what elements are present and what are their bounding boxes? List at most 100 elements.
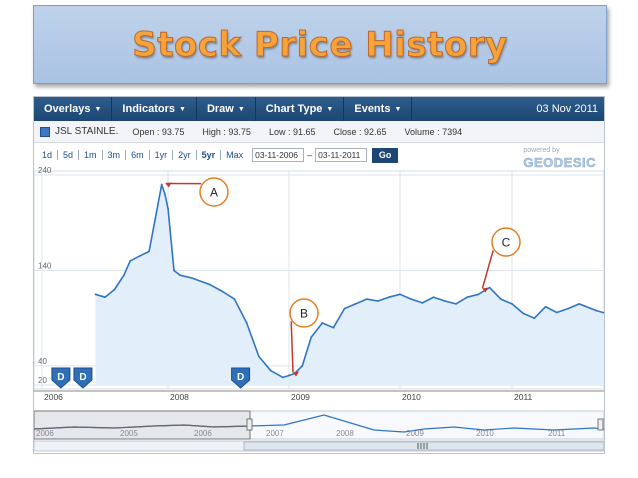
- menu-indicators-label: Indicators: [122, 103, 175, 115]
- powered-by-text: powered by: [523, 147, 560, 154]
- range-1m[interactable]: 1m: [79, 150, 103, 160]
- event-marker-shape: [51, 367, 71, 389]
- y-tick-label: 40: [38, 357, 47, 366]
- menu-overlays-label: Overlays: [44, 103, 91, 115]
- price-point: [555, 311, 558, 314]
- annotation-arrowhead: [165, 182, 172, 188]
- range-2yr[interactable]: 2yr: [173, 150, 197, 160]
- x-tick-label: 2010: [402, 392, 421, 402]
- scrollbar-grip-icon: [417, 443, 428, 449]
- menu-indicators[interactable]: Indicators ▼: [112, 97, 197, 121]
- annotation-label: A: [210, 186, 218, 200]
- price-point: [595, 309, 597, 312]
- navigator-label: 2009: [406, 429, 424, 438]
- range-bar: 1d 5d 1m 3m 6m 1yr 2yr 5yr Max – Go: [34, 143, 604, 167]
- price-point: [221, 290, 224, 293]
- price-point: [179, 274, 182, 277]
- y-tick-label: 140: [38, 261, 52, 270]
- event-marker: D: [51, 367, 71, 389]
- annotation-arrowhead: [482, 287, 489, 293]
- range-5yr[interactable]: 5yr: [197, 150, 222, 160]
- price-point: [477, 293, 480, 296]
- navigator-handle-right: [597, 418, 604, 431]
- price-point: [399, 293, 401, 296]
- price-point: [233, 298, 236, 300]
- price-point: [173, 269, 175, 272]
- x-tick-label: 2008: [170, 392, 189, 402]
- price-point: [269, 369, 272, 372]
- from-date-input[interactable]: [252, 148, 305, 162]
- menu-draw-label: Draw: [206, 103, 234, 115]
- price-point: [301, 365, 304, 367]
- price-point: [354, 302, 357, 305]
- menu-chart-type[interactable]: Chart Type ▼: [256, 97, 345, 121]
- price-point: [154, 217, 157, 219]
- slide-title-box: Stock Price History: [33, 5, 607, 84]
- range-max[interactable]: Max: [226, 150, 244, 160]
- price-point: [148, 250, 150, 253]
- price-point: [533, 317, 536, 320]
- price-point: [123, 274, 125, 277]
- caret-down-icon: ▼: [179, 105, 186, 113]
- navigator-label: 2006: [194, 429, 212, 438]
- quote-volume: Volume : 7394: [404, 126, 463, 137]
- price-point: [167, 207, 169, 210]
- navigator-label: 2011: [548, 429, 566, 438]
- caret-down-icon: ▼: [94, 105, 102, 113]
- event-marker-label: D: [79, 372, 86, 383]
- range-1d[interactable]: 1d: [37, 150, 59, 160]
- chart-menubar: Overlays ▼ Indicators ▼ Draw ▼ Chart Type ▼ …: [34, 97, 604, 121]
- price-area-fill: [95, 184, 604, 385]
- powered-by-logo: powered by GEODESIC: [523, 147, 596, 172]
- menu-draw[interactable]: Draw ▼: [197, 97, 256, 121]
- price-point: [443, 300, 446, 302]
- navigator-selected-line: [34, 424, 251, 430]
- annotation-label: C: [502, 236, 511, 250]
- range-3m[interactable]: 3m: [103, 150, 127, 160]
- quote-bar: JSL STAINLE. Open : 93.75 High : 93.75 L…: [34, 121, 604, 143]
- price-point: [310, 336, 313, 339]
- price-point: [104, 296, 106, 299]
- price-point: [455, 302, 457, 305]
- annotation-circle: [289, 298, 319, 328]
- annotation-arrow: [290, 321, 294, 373]
- range-5d[interactable]: 5d: [58, 150, 80, 160]
- annotation-arrow: [481, 250, 494, 289]
- navigator-label: 2010: [476, 429, 494, 438]
- current-date: 03 Nov 2011: [536, 103, 598, 115]
- series-color-swatch: [40, 126, 50, 137]
- price-point: [544, 305, 547, 308]
- caret-down-icon: ▼: [394, 105, 402, 113]
- price-point: [332, 326, 335, 329]
- to-date-input[interactable]: [315, 148, 368, 162]
- stock-chart-widget: Overlays ▼ Indicators ▼ Draw ▼ Chart Type ▼ …: [33, 96, 605, 454]
- geodesic-logo: GEODESIC: [523, 155, 596, 171]
- price-point: [499, 298, 502, 300]
- price-point: [257, 355, 260, 358]
- price-point: [191, 277, 194, 279]
- menu-chart-type-label: Chart Type: [265, 103, 323, 115]
- navigator-label: 2008: [336, 429, 354, 438]
- price-point: [138, 255, 141, 258]
- event-marker: D: [231, 367, 251, 389]
- event-marker-shape: [231, 367, 251, 389]
- quote-open: Open : 93.75: [132, 126, 185, 137]
- menu-events[interactable]: Events ▼: [344, 97, 413, 121]
- annotation-circle: [491, 227, 521, 257]
- go-button[interactable]: Go: [372, 147, 399, 163]
- menu-overlays[interactable]: Overlays ▼: [34, 97, 113, 121]
- range-1yr[interactable]: 1yr: [150, 150, 174, 160]
- quote-high: High : 93.75: [202, 126, 251, 137]
- navigator-label: 2007: [266, 429, 284, 438]
- navigator-label: 2005: [120, 429, 138, 438]
- event-marker-label: D: [237, 372, 244, 383]
- stock-symbol: JSL STAINLE.: [55, 126, 119, 137]
- price-point: [282, 376, 284, 379]
- event-marker: D: [73, 367, 93, 389]
- price-chart[interactable]: 240 140 40 20 2006 2008 2009 2010 2011 D D D A B C 2006…: [34, 97, 604, 453]
- price-point: [376, 300, 379, 302]
- navigator-label: 2006: [36, 429, 54, 438]
- x-tick-label: 2006: [44, 392, 63, 402]
- range-6m[interactable]: 6m: [126, 150, 150, 160]
- annotation-arrowhead: [293, 371, 299, 377]
